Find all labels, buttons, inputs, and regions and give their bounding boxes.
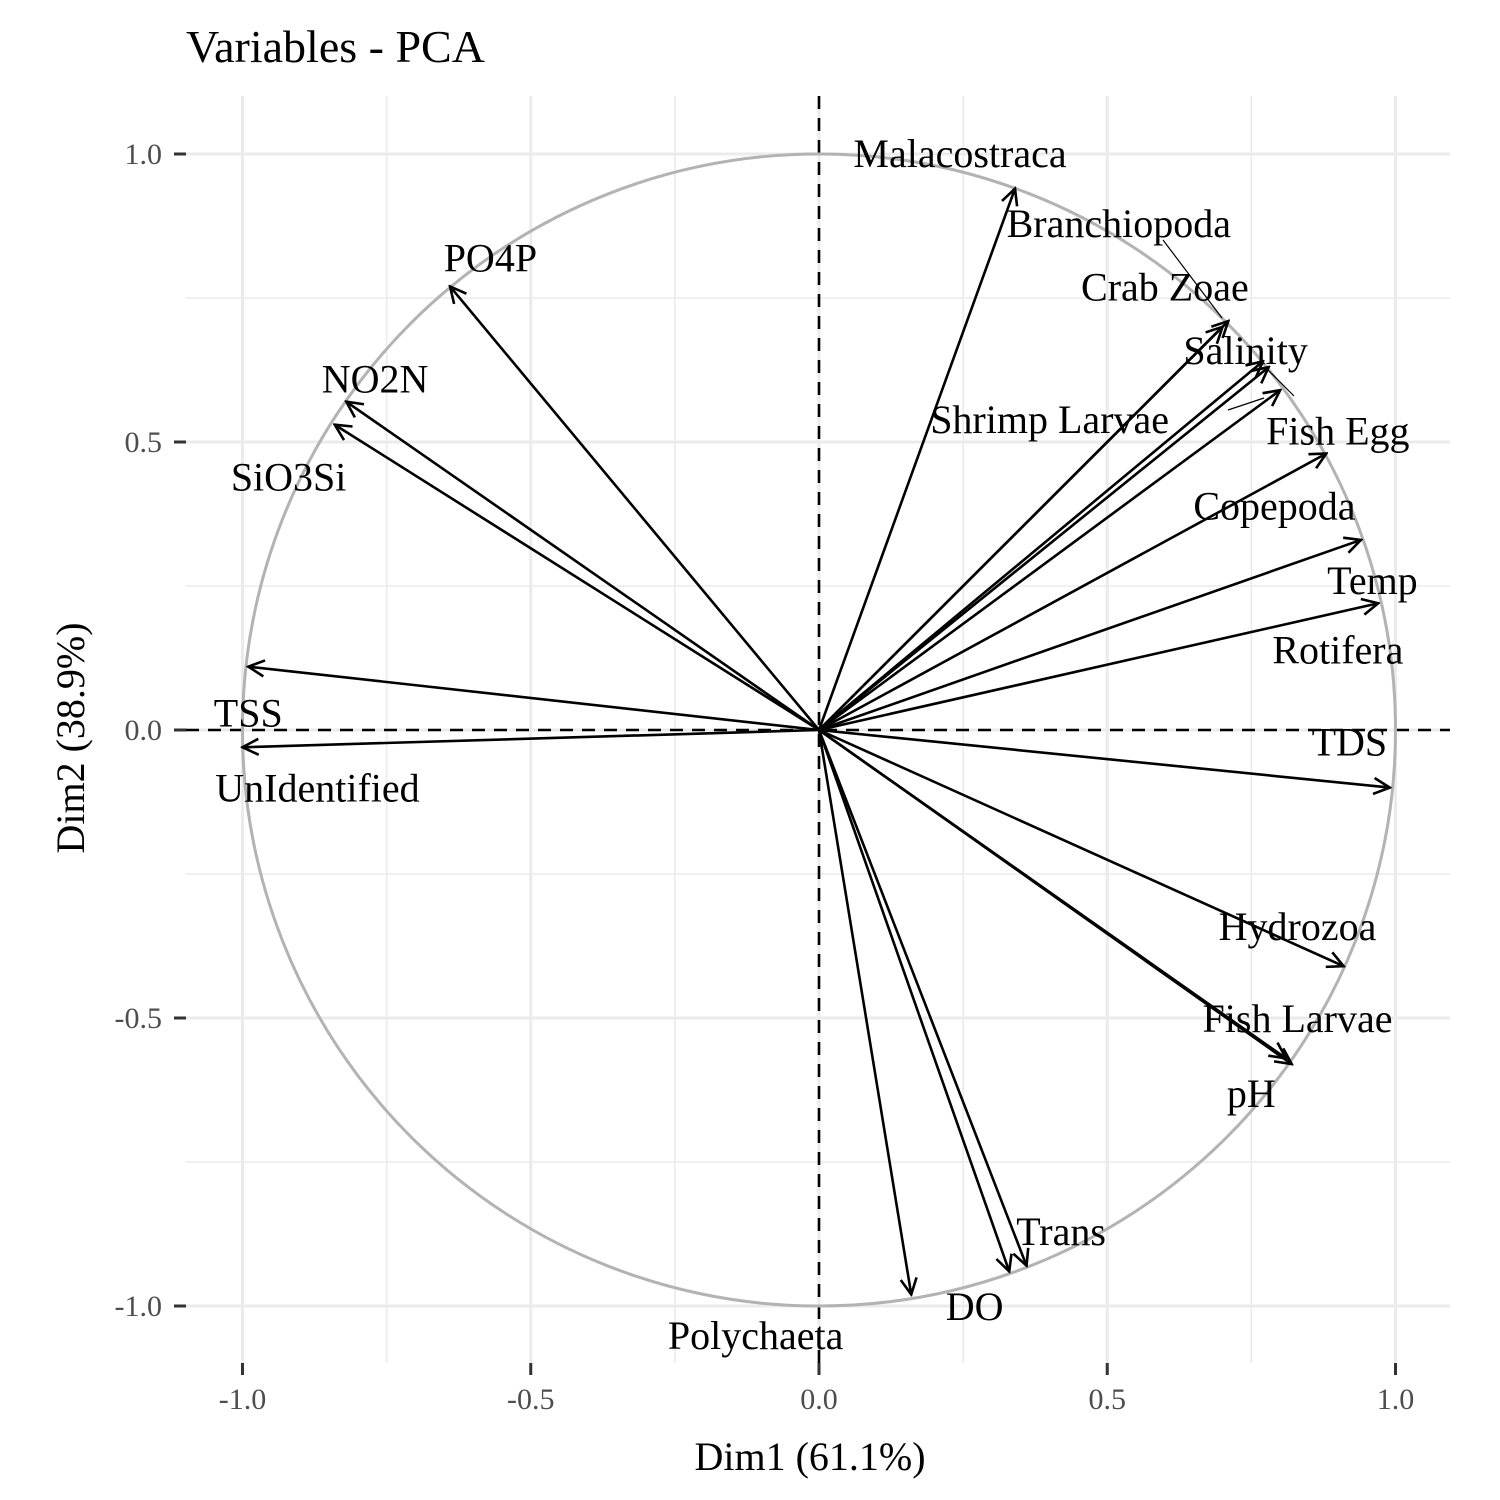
arrow-tds: [818, 728, 1390, 788]
leader-fish-egg: [1227, 397, 1265, 411]
label-sio3si: SiO3Si: [231, 455, 347, 500]
label-hydrozoa: Hydrozoa: [1219, 904, 1377, 949]
label-rotifera: Rotifera: [1272, 627, 1403, 672]
arrow-trans: [817, 729, 1027, 1266]
chart-title: Variables - PCA: [186, 21, 485, 72]
reference-lines: [186, 96, 1450, 1363]
label-unidentified: UnIdentified: [215, 766, 419, 811]
arrow-copepoda: [818, 454, 1326, 732]
leader-branchiopoda: [1162, 239, 1223, 319]
y-tick-label: 0.5: [125, 426, 163, 459]
arrow-tss: [248, 667, 820, 732]
leader-salinity: [1267, 369, 1295, 397]
x-tick-label: -0.5: [507, 1383, 555, 1416]
y-axis-title: Dim2 (38.9%): [48, 622, 93, 853]
x-tick-label: 1.0: [1377, 1383, 1415, 1416]
label-trans: Trans: [1016, 1209, 1106, 1254]
label-fish-egg: Fish Egg: [1266, 408, 1409, 453]
label-temp: Temp: [1327, 558, 1418, 603]
arrow-unidentified: [243, 728, 820, 747]
label-fish-larvae: Fish Larvae: [1203, 996, 1393, 1041]
x-axis-title: Dim1 (61.1%): [694, 1434, 925, 1479]
correlation-circle: [241, 152, 1397, 1308]
arrow-ph: [818, 728, 1292, 1064]
arrow-malacostraca: [817, 189, 1015, 731]
label-no2n: NO2N: [322, 357, 429, 402]
arrow-do: [817, 729, 1009, 1271]
label-branchiopoda: Branchiopoda: [1007, 201, 1232, 246]
arrow-shrimp-larvae: [818, 367, 1269, 732]
variable-labels: Malacostraca Branchiopoda Crab Zoae Salinit…: [214, 131, 1418, 1358]
label-shrimp-larvae: Shrimp Larvae: [930, 397, 1169, 442]
variable-arrows: [243, 189, 1390, 1295]
label-do: DO: [946, 1284, 1004, 1329]
axes: -1.0 -0.5 0.0 0.5 1.0 -1.0 -0.5 0.0 0.5 1.0: [115, 138, 1415, 1416]
arrow-polychaeta: [817, 729, 911, 1294]
label-tss: TSS: [214, 691, 283, 736]
y-tick-label: -1.0: [115, 1290, 163, 1323]
arrow-po4p: [450, 286, 820, 731]
unit-circle: [241, 152, 1397, 1308]
label-ph: pH: [1227, 1071, 1276, 1116]
arrow-salinity: [818, 361, 1263, 732]
label-salinity: Salinity: [1183, 328, 1307, 373]
label-po4p: PO4P: [444, 236, 537, 281]
x-tick-label: 0.5: [1089, 1383, 1127, 1416]
arrow-fish-egg: [818, 390, 1280, 732]
arrow-sio3si: [335, 425, 820, 732]
arrow-no2n: [346, 402, 820, 732]
arrow-hydrozoa: [818, 728, 1344, 966]
label-tds: TDS: [1312, 720, 1388, 765]
x-tick-label: 0.0: [800, 1383, 838, 1416]
label-malacostraca: Malacostraca: [853, 131, 1066, 176]
x-tick-label: -1.0: [219, 1383, 267, 1416]
y-tick-label: -0.5: [115, 1002, 163, 1035]
label-copepoda: Copepoda: [1193, 483, 1355, 528]
label-polychaeta: Polychaeta: [668, 1313, 844, 1358]
y-tick-label: 0.0: [125, 714, 163, 747]
arrow-crab-zoae: [818, 327, 1223, 731]
y-tick-label: 1.0: [125, 138, 163, 171]
arrow-temp: [818, 540, 1361, 732]
label-crab-zoae: Crab Zoae: [1081, 264, 1249, 309]
arrow-rotifera: [818, 603, 1378, 732]
